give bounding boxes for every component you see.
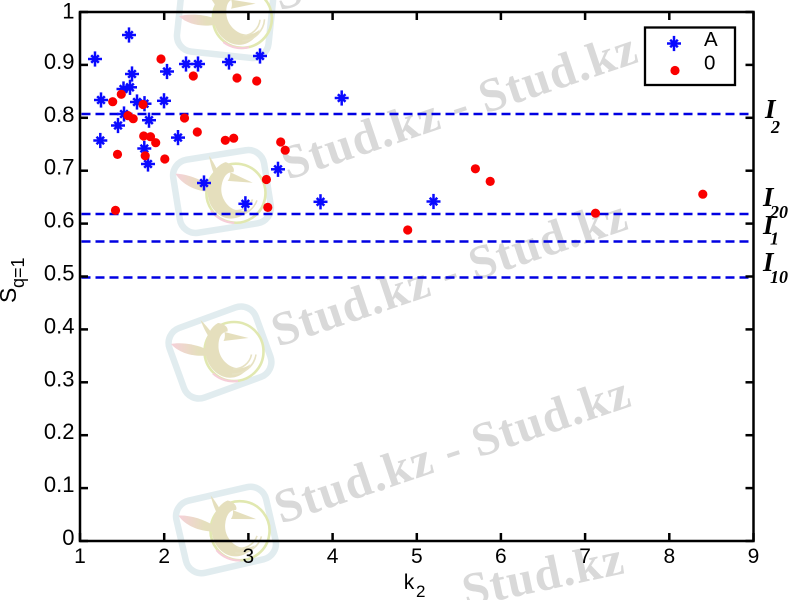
svg-text:0.4: 0.4 — [44, 313, 75, 338]
svg-text:20: 20 — [769, 202, 788, 222]
svg-text:Stud.kz - Stud.kz: Stud.kz - Stud.kz — [275, 21, 645, 190]
svg-text:q=1: q=1 — [8, 257, 28, 288]
svg-text:Stud.kz - Stud.kz: Stud.kz - Stud.kz — [268, 365, 638, 534]
svg-text:k: k — [404, 571, 415, 594]
svg-text:0.1: 0.1 — [44, 472, 75, 497]
svg-text:0.9: 0.9 — [44, 49, 75, 74]
svg-text:10: 10 — [770, 267, 788, 287]
svg-text:1: 1 — [62, 0, 74, 24]
svg-text:I: I — [762, 210, 775, 240]
svg-text:1: 1 — [770, 229, 779, 249]
svg-text:5: 5 — [411, 545, 423, 568]
svg-text:0.7: 0.7 — [44, 155, 75, 180]
svg-text:0.8: 0.8 — [44, 102, 75, 127]
svg-text:0: 0 — [704, 52, 715, 75]
svg-text:8: 8 — [663, 545, 675, 568]
svg-text:I: I — [762, 182, 775, 212]
svg-text:6: 6 — [495, 545, 507, 568]
svg-text:Stud.kz - Stud.kz: Stud.kz - Stud.kz — [267, 0, 637, 21]
svg-text:1: 1 — [74, 545, 86, 568]
svg-text:0: 0 — [62, 525, 74, 550]
svg-text:A: A — [704, 28, 718, 51]
svg-text:I: I — [762, 247, 775, 277]
svg-text:0.3: 0.3 — [44, 366, 75, 391]
svg-text:9: 9 — [748, 545, 760, 568]
svg-text:0.5: 0.5 — [44, 261, 75, 286]
svg-text:S: S — [0, 288, 21, 303]
svg-text:7: 7 — [579, 545, 591, 568]
svg-text:0.6: 0.6 — [44, 208, 75, 233]
svg-text:0.2: 0.2 — [44, 419, 75, 444]
svg-text:2: 2 — [416, 582, 425, 600]
svg-text:2: 2 — [770, 117, 780, 137]
svg-text:2: 2 — [158, 545, 170, 568]
svg-text:3: 3 — [243, 545, 255, 568]
svg-text:I: I — [764, 94, 777, 124]
svg-text:4: 4 — [327, 545, 339, 568]
